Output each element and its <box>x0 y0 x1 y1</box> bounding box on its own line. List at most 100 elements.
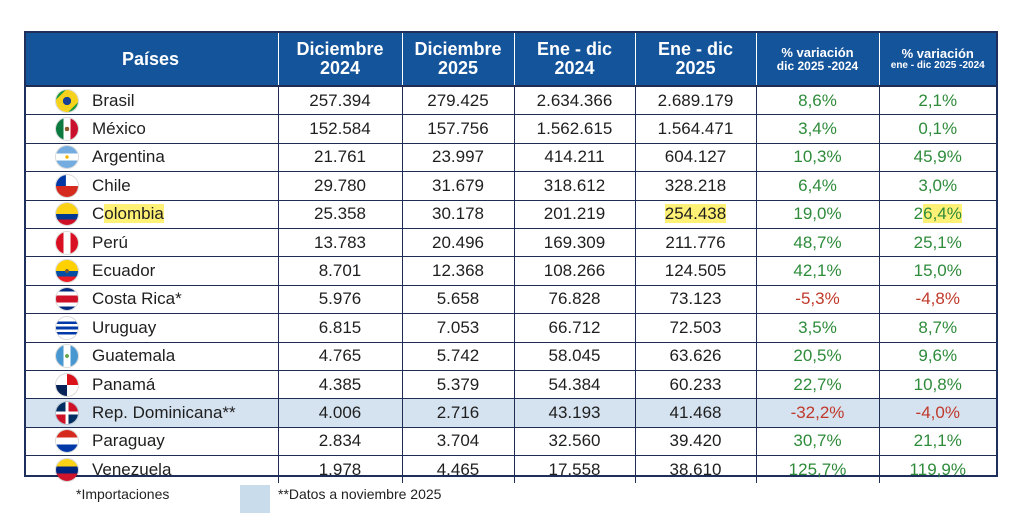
cell-var-dic: 22,7% <box>755 369 879 399</box>
cell-var-dic: -5,3% <box>755 284 879 314</box>
cell-ene2025: 254.438 <box>634 199 756 229</box>
table-row: México 152.584 157.756 1.562.615 1.564.471 3,… <box>26 114 996 144</box>
cell-dic2024: 25.358 <box>277 199 402 229</box>
cell-dic2024: 21.761 <box>277 142 402 172</box>
mexico-flag-icon <box>56 118 78 141</box>
cell-var-ene: 45,9% <box>878 142 996 172</box>
cell-ene2025: 328.218 <box>634 171 756 201</box>
chile-flag-icon <box>56 174 78 197</box>
cell-var-dic: 42,1% <box>755 256 879 286</box>
cell-var-dic: 6,4% <box>755 171 879 201</box>
table-header-row: Países Diciembre 2024 Diciembre 2025 Ene -… <box>26 33 996 86</box>
table-row: Uruguay 6.815 7.053 66.712 72.503 3,5% 8,7% <box>26 313 996 343</box>
ecuador-flag-icon <box>56 260 78 283</box>
cell-dic2025: 157.756 <box>401 114 514 144</box>
cell-var-dic: -32,2% <box>755 398 879 428</box>
cell-dic2024: 13.783 <box>277 227 402 257</box>
cell-var-ene: 25,1% <box>878 227 996 257</box>
country-name: Brasil <box>92 90 135 110</box>
header-dic-2024: Diciembre 2024 <box>277 33 402 86</box>
cell-var-dic: 19,0% <box>755 199 879 229</box>
cell-dic2025: 23.997 <box>401 142 514 172</box>
cell-dic2025: 5.658 <box>401 284 514 314</box>
table-row: Colombia 25.358 30.178 201.219 254.438 19,0% 2… <box>26 199 996 229</box>
data-table-frame: Países Diciembre 2024 Diciembre 2025 Ene -… <box>24 31 998 484</box>
cell-ene2024: 2.634.366 <box>513 85 635 115</box>
cell-var-ene: 26,4% <box>878 199 996 229</box>
cell-ene2025: 39.420 <box>634 426 756 456</box>
table-row: Ecuador 8.701 12.368 108.266 124.505 42,1% 15,… <box>26 256 996 286</box>
cell-var-ene: 21,1% <box>878 426 996 456</box>
cell-ene2025: 124.505 <box>634 256 756 286</box>
cell-ene2024: 76.828 <box>513 284 635 314</box>
table-row: Costa Rica* 5.976 5.658 76.828 73.123 -5,3% -4… <box>26 284 996 314</box>
cell-dic2025: 20.496 <box>401 227 514 257</box>
table-row: Brasil 257.394 279.425 2.634.366 2.689.179 8,… <box>26 85 996 115</box>
cell-ene2024: 54.384 <box>513 369 635 399</box>
venezuela-flag-icon <box>56 458 78 481</box>
legend-noviembre: **Datos a noviembre 2025 <box>278 486 442 502</box>
cell-var-ene: 8,7% <box>878 313 996 343</box>
cell-var-dic: 3,5% <box>755 313 879 343</box>
cell-dic2025: 5.379 <box>401 369 514 399</box>
country-cell: Guatemala <box>26 341 278 371</box>
table-row: Rep. Dominicana** 4.006 2.716 43.193 41.468-… <box>26 398 996 428</box>
country-name: México <box>92 119 146 139</box>
dominican-republic-flag-icon <box>56 401 78 424</box>
cell-ene2024: 43.193 <box>513 398 635 428</box>
table-row: Chile 29.780 31.679 318.612 328.218 6,4% 3,0% <box>26 171 996 201</box>
cell-ene2025: 60.233 <box>634 369 756 399</box>
cell-dic2024: 2.834 <box>277 426 402 456</box>
country-name: Chile <box>92 175 131 195</box>
uruguay-flag-icon <box>56 316 78 339</box>
cell-dic2025: 4.465 <box>401 455 514 484</box>
cell-var-dic: 125,7% <box>755 455 879 484</box>
colombia-flag-icon <box>56 203 78 226</box>
cell-ene2025: 604.127 <box>634 142 756 172</box>
country-name: Guatemala <box>92 346 176 366</box>
cell-dic2024: 4.765 <box>277 341 402 371</box>
header-var-ene-dic: % variación ene - dic 2025 -2024 <box>878 33 996 86</box>
cell-var-dic: 8,6% <box>755 85 879 115</box>
cell-ene2024: 58.045 <box>513 341 635 371</box>
country-name: Rep. Dominicana** <box>92 402 236 422</box>
cell-var-dic: 48,7% <box>755 227 879 257</box>
cell-dic2025: 30.178 <box>401 199 514 229</box>
cell-ene2024: 32.560 <box>513 426 635 456</box>
cell-ene2024: 66.712 <box>513 313 635 343</box>
cell-dic2024: 4.385 <box>277 369 402 399</box>
country-name: Paraguay <box>92 431 165 451</box>
country-cell: Chile <box>26 171 278 201</box>
cell-ene2024: 414.211 <box>513 142 635 172</box>
cell-ene2025: 211.776 <box>634 227 756 257</box>
country-cell: Ecuador <box>26 256 278 286</box>
argentina-flag-icon <box>56 146 78 169</box>
cell-dic2025: 7.053 <box>401 313 514 343</box>
cell-var-ene: 10,8% <box>878 369 996 399</box>
cell-ene2025: 72.503 <box>634 313 756 343</box>
country-name: Perú <box>92 232 128 252</box>
cell-dic2025: 2.716 <box>401 398 514 428</box>
cell-dic2025: 12.368 <box>401 256 514 286</box>
cell-dic2025: 279.425 <box>401 85 514 115</box>
table-row: Venezuela 1.978 4.465 17.558 38.610 125,7% 119… <box>26 455 996 484</box>
table-row: Panamá 4.385 5.379 54.384 60.233 22,7% 10,8% <box>26 369 996 399</box>
cell-ene2025: 63.626 <box>634 341 756 371</box>
cell-ene2025: 2.689.179 <box>634 85 756 115</box>
country-cell: Paraguay <box>26 426 278 456</box>
country-name: Ecuador <box>92 261 156 281</box>
cell-ene2024: 318.612 <box>513 171 635 201</box>
header-ene-dic-2024: Ene - dic 2024 <box>513 33 635 86</box>
cell-var-dic: 10,3% <box>755 142 879 172</box>
table-row: Paraguay 2.834 3.704 32.560 39.420 30,7% 21,1% <box>26 426 996 456</box>
cell-dic2024: 5.976 <box>277 284 402 314</box>
country-name: Venezuela <box>92 459 172 479</box>
cell-dic2024: 8.701 <box>277 256 402 286</box>
cell-var-ene: 2,1% <box>878 85 996 115</box>
paraguay-flag-icon <box>56 430 78 453</box>
cell-dic2025: 31.679 <box>401 171 514 201</box>
cell-var-ene: -4,0% <box>878 398 996 428</box>
country-cell: Argentina <box>26 142 278 172</box>
cell-ene2025: 73.123 <box>634 284 756 314</box>
cell-ene2024: 1.562.615 <box>513 114 635 144</box>
